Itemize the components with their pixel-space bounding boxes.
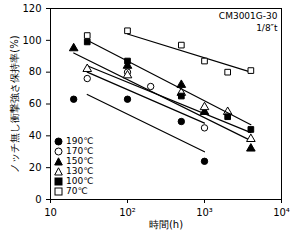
- svg-text:時間(h): 時間(h): [149, 219, 183, 230]
- svg-text:100: 100: [22, 35, 41, 46]
- html-text:170℃: 170℃: [66, 146, 94, 156]
- svg-text:10: 10: [44, 207, 57, 218]
- svg-text:CM3001G-30: CM3001G-30: [219, 11, 278, 21]
- svg-text:10³: 10³: [196, 207, 213, 218]
- svg-text:10²: 10²: [119, 207, 136, 218]
- svg-text:10⁴: 10⁴: [273, 207, 290, 218]
- html-text:70℃: 70℃: [66, 186, 88, 196]
- html-text:150℃: 150℃: [66, 156, 94, 166]
- svg-text:1/8″t: 1/8″t: [256, 23, 278, 33]
- svg-text:60: 60: [29, 98, 42, 109]
- svg-text:120: 120: [22, 3, 41, 14]
- svg-text:ノッチ無し衝撃強さ保持率(%): ノッチ無し衝撃強さ保持率(%): [9, 35, 20, 172]
- svg-text:20: 20: [29, 162, 42, 173]
- svg-text:40: 40: [29, 130, 42, 141]
- svg-text:80: 80: [29, 66, 42, 77]
- html-text:190℃: 190℃: [66, 136, 94, 146]
- html-text:100℃: 100℃: [66, 176, 94, 186]
- html-text:130℃: 130℃: [66, 166, 94, 176]
- svg-text:0: 0: [35, 194, 41, 205]
